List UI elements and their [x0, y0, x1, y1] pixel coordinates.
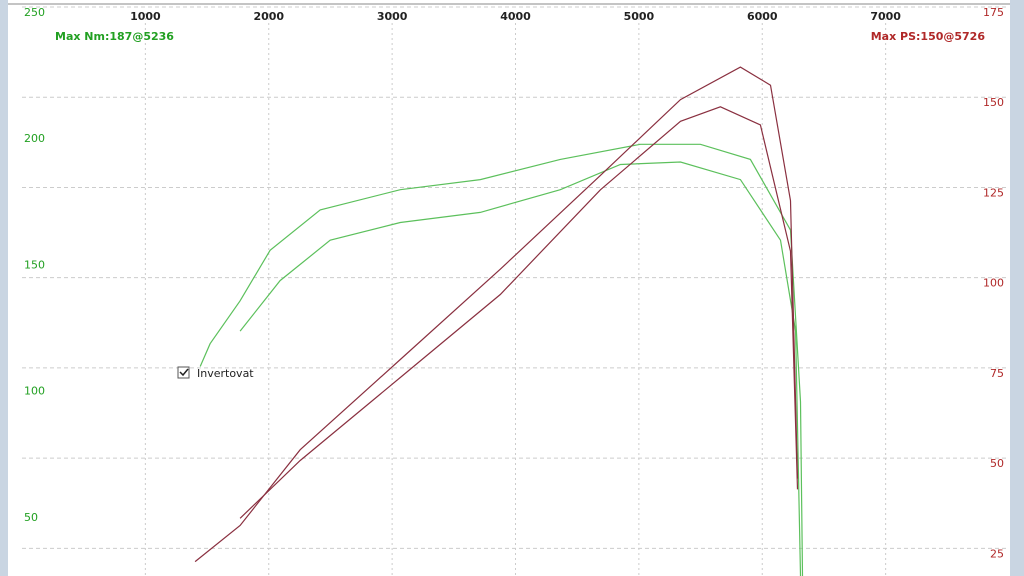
y2-tick-label: 125 — [983, 186, 1004, 199]
x-tick-label: 4000 — [500, 10, 531, 23]
y2-tick-label: 25 — [990, 547, 1004, 560]
y-tick-label: 100 — [24, 385, 45, 398]
y2-tick-label: 150 — [983, 96, 1004, 109]
y-tick-label: 250 — [24, 6, 45, 19]
y2-tick-label: 50 — [990, 457, 1004, 470]
x-tick-label: 7000 — [870, 10, 901, 23]
torque-power-line — [199, 143, 804, 576]
checkbox[interactable] — [177, 366, 190, 379]
window-frame-right — [1010, 0, 1024, 576]
y-tick-label: 200 — [24, 132, 45, 145]
x-tick-label: 2000 — [253, 10, 284, 23]
y2-tick-label: 100 — [983, 277, 1004, 290]
checkbox-label[interactable]: Invertovat — [197, 367, 254, 380]
max-power: Max PS:150@5726 — [871, 30, 986, 43]
x-tick-label: 5000 — [624, 10, 655, 23]
y2-tick-label: 175 — [983, 6, 1004, 19]
window-frame-left — [0, 0, 8, 576]
y-tick-label: 150 — [24, 258, 45, 271]
torque-power-line — [239, 161, 802, 576]
x-tick-label: 1000 — [130, 10, 161, 23]
torque-power-line — [239, 106, 799, 519]
torque-power-line — [194, 66, 799, 563]
x-tick-label: 3000 — [377, 10, 408, 23]
x-tick-label: 6000 — [747, 10, 778, 23]
checkbox-group[interactable]: Invertovat — [177, 366, 254, 380]
y-tick-label: 50 — [24, 511, 38, 524]
max-torque: Max Nm:187@5236 — [55, 30, 174, 43]
y2-tick-label: 75 — [990, 367, 1004, 380]
checkmark — [179, 368, 189, 377]
